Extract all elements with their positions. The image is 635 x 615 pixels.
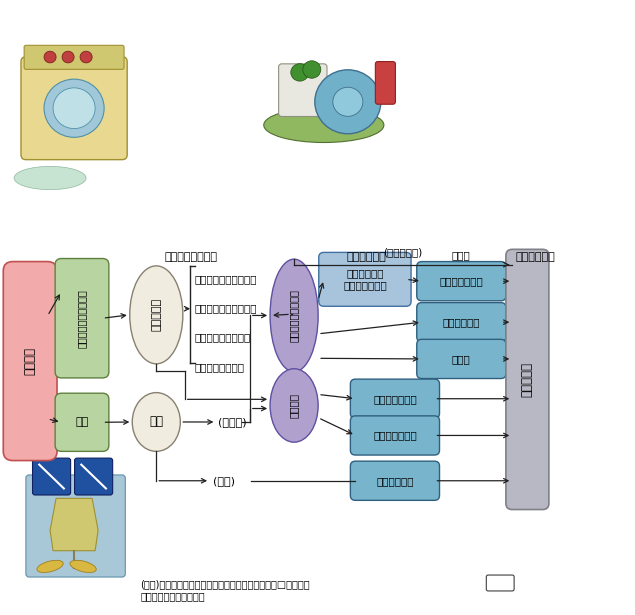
Text: (水　洗): (水 洗)	[218, 417, 247, 427]
Text: ・食物残渣の適正処分: ・食物残渣の適正処分	[194, 274, 257, 284]
Text: 汚でい処理施設: 汚でい処理施設	[439, 276, 483, 286]
Text: (無処理放流): (無処理放流)	[384, 247, 423, 257]
FancyBboxPatch shape	[351, 379, 439, 418]
Text: 単独し尿浄化槽: 単独し尿浄化槽	[373, 430, 417, 440]
Circle shape	[315, 70, 381, 134]
Ellipse shape	[37, 560, 64, 573]
FancyBboxPatch shape	[279, 64, 327, 116]
Circle shape	[291, 64, 309, 81]
FancyBboxPatch shape	[506, 249, 549, 510]
Text: 下水道: 下水道	[452, 354, 471, 364]
Ellipse shape	[270, 369, 318, 442]
Ellipse shape	[270, 259, 318, 372]
Text: 公共用水域: 公共用水域	[521, 362, 534, 397]
Ellipse shape	[14, 167, 86, 189]
FancyBboxPatch shape	[24, 46, 124, 69]
Text: 台所・風呂場・洗濑等: 台所・風呂場・洗濑等	[77, 289, 87, 347]
Text: ＜発生源の対策＞: ＜発生源の対策＞	[164, 252, 218, 263]
Text: ・天プラ油の適正処分: ・天プラ油の適正処分	[194, 303, 257, 313]
Ellipse shape	[132, 392, 180, 451]
FancyBboxPatch shape	[417, 261, 506, 301]
Circle shape	[44, 51, 56, 63]
Text: 汚でい: 汚でい	[452, 250, 471, 260]
Text: 🔧: 🔧	[75, 70, 80, 79]
Text: ・洗剤の適正利用: ・洗剤の適正利用	[194, 362, 244, 372]
Text: ＜個別処理＞: ＜個別処理＞	[347, 252, 387, 263]
FancyBboxPatch shape	[486, 575, 514, 591]
Ellipse shape	[130, 266, 183, 364]
Circle shape	[80, 51, 92, 63]
Text: ２．環境庁資料による: ２．環境庁資料による	[140, 592, 205, 601]
Text: 一般家庭: 一般家庭	[23, 347, 37, 375]
Text: 共同処理施設: 共同処理施設	[443, 317, 480, 327]
FancyBboxPatch shape	[375, 62, 396, 104]
FancyBboxPatch shape	[26, 475, 125, 577]
Text: ・無リン洗剤の使用: ・無リン洗剤の使用	[194, 333, 250, 343]
Text: (備考)１．生産雑排水の処理システムに係るものは□で示した: (備考)１．生産雑排水の処理システムに係るものは□で示した	[140, 579, 310, 589]
FancyBboxPatch shape	[351, 461, 439, 501]
FancyBboxPatch shape	[417, 303, 506, 342]
FancyBboxPatch shape	[417, 339, 506, 378]
FancyBboxPatch shape	[21, 57, 127, 160]
Ellipse shape	[44, 79, 104, 137]
Circle shape	[62, 51, 74, 63]
Ellipse shape	[53, 88, 95, 129]
Text: ＜共同処理＞: ＜共同処理＞	[516, 252, 556, 263]
Text: 便所: 便所	[76, 418, 89, 427]
FancyBboxPatch shape	[3, 261, 57, 461]
Text: 合併し尿浄化槽: 合併し尿浄化槽	[373, 394, 417, 403]
FancyBboxPatch shape	[55, 258, 109, 378]
Circle shape	[303, 61, 321, 78]
FancyBboxPatch shape	[32, 458, 70, 495]
Text: 合併処理: 合併処理	[289, 393, 299, 418]
FancyBboxPatch shape	[74, 458, 112, 495]
Text: 生活雑排水単独処理: 生活雑排水単独処理	[289, 289, 299, 342]
Text: 生活雑排水: 生活雑排水	[151, 298, 161, 331]
Circle shape	[333, 87, 363, 116]
Text: し尿: し尿	[149, 416, 163, 429]
Text: し尿処理施設: し尿処理施設	[376, 476, 413, 486]
Polygon shape	[50, 498, 98, 550]
Ellipse shape	[264, 108, 384, 143]
FancyBboxPatch shape	[55, 393, 109, 451]
FancyBboxPatch shape	[351, 416, 439, 455]
FancyBboxPatch shape	[319, 252, 411, 306]
Text: 個別処理施設
（ためます等）: 個別処理施設 （ためます等）	[343, 269, 387, 290]
Ellipse shape	[70, 560, 97, 573]
Text: (汲取): (汲取)	[213, 476, 235, 486]
